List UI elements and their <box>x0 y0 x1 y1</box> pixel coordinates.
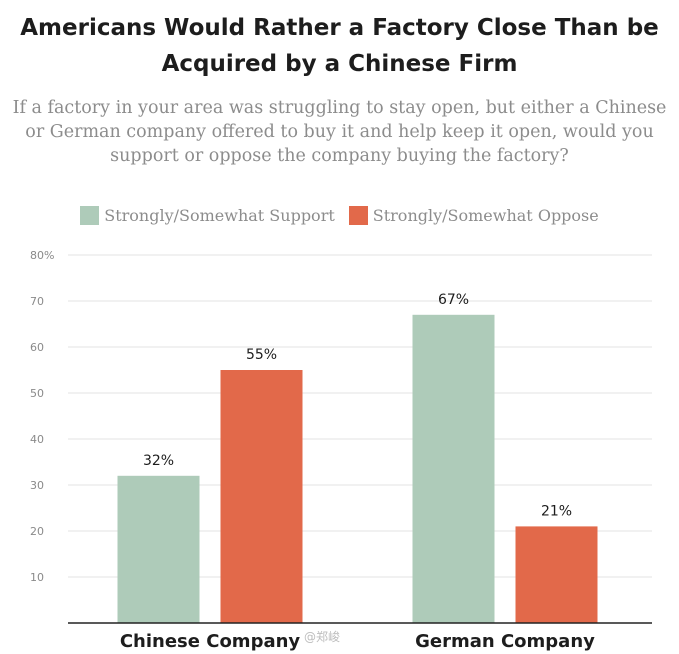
data-label: 21% <box>541 503 572 519</box>
y-tick-label: 40 <box>30 433 44 446</box>
y-tick-label: 10 <box>30 571 44 584</box>
y-tick-label: 80% <box>30 249 54 262</box>
data-label: 67% <box>438 292 469 308</box>
y-tick-label: 50 <box>30 387 44 400</box>
y-tick-label: 60 <box>30 341 44 354</box>
data-label: 55% <box>246 347 277 363</box>
watermark: @郑峻 <box>304 630 341 644</box>
legend-label-oppose: Strongly/Somewhat Oppose <box>372 206 599 225</box>
data-label: 32% <box>143 453 174 469</box>
bar-support <box>412 314 495 623</box>
y-tick-label: 70 <box>30 295 44 308</box>
legend-swatch-support <box>80 206 100 225</box>
bar-support <box>117 475 200 623</box>
y-tick-label: 30 <box>30 479 44 492</box>
legend-label-support: Strongly/Somewhat Support <box>104 206 335 225</box>
y-tick-label: 20 <box>30 525 44 538</box>
chart-subtitle: If a factory in your area was struggling… <box>12 98 667 166</box>
bar-oppose <box>515 526 598 623</box>
chart-title: Americans Would Rather a Factory Close T… <box>20 15 659 77</box>
x-tick-label: Chinese Company <box>120 631 301 652</box>
chart-legend: Strongly/Somewhat Support Strongly/Somew… <box>0 206 679 225</box>
x-tick-label: German Company <box>415 631 595 652</box>
legend-item-oppose: Strongly/Somewhat Oppose <box>348 206 599 225</box>
bar-oppose <box>220 370 303 623</box>
legend-item-support: Strongly/Somewhat Support <box>80 206 335 225</box>
legend-swatch-oppose <box>348 206 368 225</box>
